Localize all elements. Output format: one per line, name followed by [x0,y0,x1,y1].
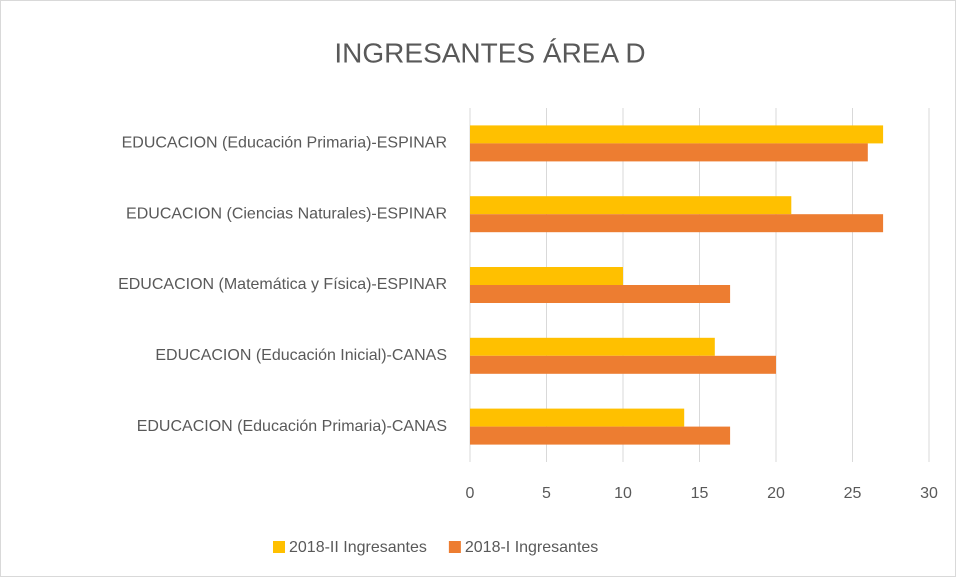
y-tick-label: EDUCACION (Educación Primaria)-CANAS [137,418,447,435]
legend-label: 2018-II Ingresantes [289,539,427,556]
legend-label: 2018-I Ingresantes [465,539,598,556]
x-tick-label: 25 [844,485,862,502]
x-tick-label: 30 [920,485,938,502]
bar [470,143,868,162]
x-tick-label: 15 [691,485,709,502]
y-tick-label: EDUCACION (Matemática y Física)-ESPINAR [118,276,447,293]
legend-swatch [448,541,461,553]
legend-swatch [273,541,285,553]
bar [470,125,884,144]
x-tick-label: 0 [466,485,475,502]
y-tick-label: EDUCACION (Educación Inicial)-CANAS [155,347,447,364]
bar [470,196,792,215]
bar [470,214,884,233]
x-tick-label: 20 [767,485,785,502]
bar [470,426,731,445]
x-tick-label: 5 [542,485,551,502]
y-tick-label: EDUCACION (Educación Primaria)-ESPINAR [122,135,447,152]
x-tick-label: 10 [614,485,632,502]
bar [470,337,715,356]
bar [470,408,685,427]
bar [470,355,776,374]
bar [470,285,731,303]
chart-title: INGRESANTES ÁREA D [334,37,645,68]
y-tick-label: EDUCACION (Ciencias Naturales)-ESPINAR [126,205,447,222]
bar [470,267,623,285]
